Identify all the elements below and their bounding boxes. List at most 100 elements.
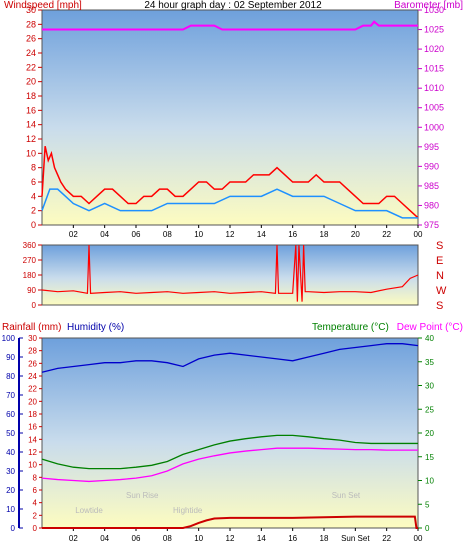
rain-tick-label: 26 xyxy=(28,359,37,368)
temperature-tick-label: 15 xyxy=(425,453,434,462)
barometer-tick-label: 1025 xyxy=(424,25,444,35)
hour-tick-label: 14 xyxy=(257,230,266,239)
wind-tick-label: 10 xyxy=(26,148,36,158)
dewpoint-line xyxy=(41,447,418,483)
hour-tick-label: 22 xyxy=(382,230,391,239)
direction-tick-label: 180 xyxy=(23,271,37,280)
wind-plot-area xyxy=(41,9,419,226)
temperature-tick-label: 30 xyxy=(425,382,434,391)
hour-tick-label: 02 xyxy=(69,534,78,543)
wind-tick-label: 18 xyxy=(26,91,36,101)
hour-tick-label: 08 xyxy=(163,230,172,239)
event-annotation: Lowtide xyxy=(75,506,103,515)
humidity-tick-label: 70 xyxy=(6,391,15,400)
rain-tick-label: 14 xyxy=(28,435,37,444)
hour-tick-label: 16 xyxy=(288,534,297,543)
wind-tick-label: 14 xyxy=(26,120,36,130)
temperature-tick-label: 20 xyxy=(425,429,434,438)
hour-tick-label: 06 xyxy=(132,534,141,543)
event-annotation: Sun Rise xyxy=(126,491,159,500)
hour-tick-label: 14 xyxy=(257,534,266,543)
barometer-tick-label: 1010 xyxy=(424,83,444,93)
humidity-tick-label: 50 xyxy=(6,429,15,438)
hour-tick-label: 00 xyxy=(414,534,423,543)
wind-axis-title: Windspeed [mph] xyxy=(4,0,82,11)
temperature-axis-title: Temperature (°C) xyxy=(312,322,389,333)
average-line xyxy=(41,188,418,219)
rain-tick-label: 4 xyxy=(33,499,38,508)
humidity-tick-label: 40 xyxy=(6,448,15,457)
rain-line xyxy=(42,515,418,529)
rain-tick-label: 28 xyxy=(28,347,37,356)
rain-tick-label: 18 xyxy=(28,410,37,419)
rain-tick-label: 10 xyxy=(28,461,37,470)
humidity-tick-label: 10 xyxy=(6,505,15,514)
hour-tick-label: 16 xyxy=(288,230,297,239)
chart-title: 24 hour graph day : 02 September 2012 xyxy=(144,0,322,11)
barometer-line xyxy=(42,20,418,31)
humidity-tick-label: 60 xyxy=(6,410,15,419)
barometer-tick-label: 1005 xyxy=(424,103,444,113)
dewpoint-axis-title: Dew Point (°C) xyxy=(397,322,463,333)
wind-tick-label: 6 xyxy=(31,177,36,187)
humidity-tick-label: 90 xyxy=(6,353,15,362)
wind-tick-label: 4 xyxy=(31,191,36,201)
hour-tick-label: 08 xyxy=(163,534,172,543)
wind-tick-label: 22 xyxy=(26,62,36,72)
compass-label: N xyxy=(436,270,444,282)
wind-tick-label: 20 xyxy=(26,77,36,87)
hour-tick-label: 04 xyxy=(100,534,109,543)
humidity-line xyxy=(41,343,419,373)
rainfall-axis-title: Rainfall (mm) xyxy=(2,322,61,333)
compass-label: E xyxy=(436,255,443,267)
hour-tick-label: 22 xyxy=(382,534,391,543)
hour-tick-label: 06 xyxy=(132,230,141,239)
barometer-tick-label: 980 xyxy=(424,200,439,210)
temperature-tick-label: 5 xyxy=(425,500,430,509)
hour-tick-label: 12 xyxy=(226,534,235,543)
temperature-tick-label: 40 xyxy=(425,334,434,343)
rain-tick-label: 12 xyxy=(28,448,37,457)
barometer-tick-label: 1015 xyxy=(424,64,444,74)
barometer-tick-label: 1030 xyxy=(424,5,444,15)
temperature-tick-label: 10 xyxy=(425,477,434,486)
wind-tick-label: 0 xyxy=(31,220,36,230)
barometer-tick-label: 975 xyxy=(424,220,439,230)
barometer-axis-title: Barometer [mb] xyxy=(394,0,463,11)
hour-tick-label: 00 xyxy=(414,230,423,239)
direction-tick-label: 270 xyxy=(23,256,37,265)
barometer-tick-label: 1020 xyxy=(424,44,444,54)
temperature-tick-label: 0 xyxy=(425,524,430,533)
compass-label: S xyxy=(436,300,443,312)
rain-tick-label: 20 xyxy=(28,397,37,406)
direction-plot-area xyxy=(41,244,419,306)
wind-tick-label: 24 xyxy=(26,48,36,58)
wind-tick-label: 16 xyxy=(26,105,36,115)
rain-tick-label: 30 xyxy=(28,334,37,343)
barometer-tick-label: 1000 xyxy=(424,122,444,132)
barometer-tick-label: 995 xyxy=(424,142,439,152)
humidity-tick-label: 30 xyxy=(6,467,15,476)
humidity-axis-title: Humidity (%) xyxy=(67,322,124,333)
rain-tick-label: 16 xyxy=(28,423,37,432)
hour-tick-label: 02 xyxy=(69,230,78,239)
direction-line xyxy=(41,244,419,302)
hour-tick-label: 04 xyxy=(100,230,109,239)
direction-tick-label: 0 xyxy=(32,301,37,310)
climate-plot-area xyxy=(41,337,419,529)
humidity-tick-label: 0 xyxy=(11,524,16,533)
hour-tick-label: 20 xyxy=(351,230,360,239)
rain-tick-label: 2 xyxy=(33,511,38,520)
hour-tick-label: 10 xyxy=(194,230,203,239)
compass-label: W xyxy=(436,285,447,297)
hour-tick-label: Sun Set xyxy=(341,534,370,543)
hour-tick-label: 12 xyxy=(226,230,235,239)
barometer-tick-label: 985 xyxy=(424,181,439,191)
humidity-tick-label: 20 xyxy=(6,486,15,495)
wind-tick-label: 26 xyxy=(26,34,36,44)
rain-tick-label: 24 xyxy=(28,372,37,381)
temperature-tick-label: 25 xyxy=(425,405,434,414)
direction-tick-label: 90 xyxy=(27,286,36,295)
humidity-tick-label: 100 xyxy=(2,334,16,343)
